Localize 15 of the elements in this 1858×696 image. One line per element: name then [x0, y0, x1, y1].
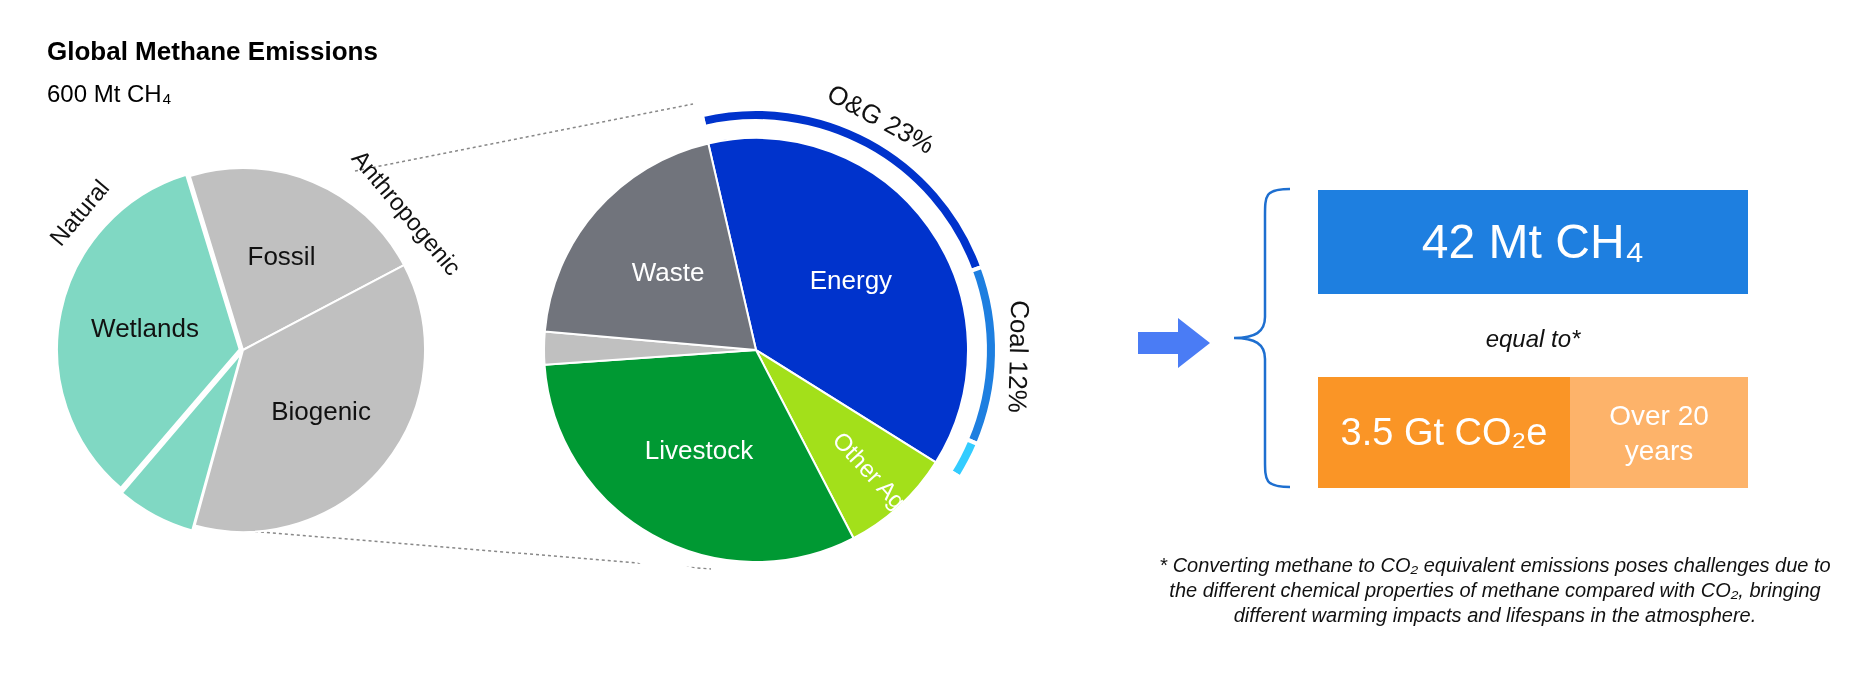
slice-label: O&G 23%: [822, 77, 940, 160]
chart-subtitle: 600 Mt CH₄: [47, 80, 172, 108]
text: equal to*: [1484, 324, 1582, 354]
chart-title: Global Methane Emissions: [47, 36, 378, 67]
slice-label: Waste: [631, 256, 705, 287]
slice-label: Coal 12%: [1002, 299, 1036, 414]
slice-label: Fossil: [247, 240, 316, 271]
slice-label: Livestock: [644, 434, 755, 465]
slice-label: Wetlands: [91, 312, 199, 343]
text: 42 Mt CH₄: [1318, 190, 1748, 294]
slice-label: Energy: [809, 265, 893, 296]
text: Over 20 years: [1570, 377, 1748, 488]
slice-label: Biogenic: [271, 395, 371, 426]
text: 3.5 Gt CO₂e: [1318, 377, 1570, 488]
text: * Converting methane to CO₂ equivalent emissions poses challenges due to the different chemical properties of methane compared with CO₂, bringing different warming impacts and lifespans in the atmosphere.: [1158, 552, 1832, 628]
